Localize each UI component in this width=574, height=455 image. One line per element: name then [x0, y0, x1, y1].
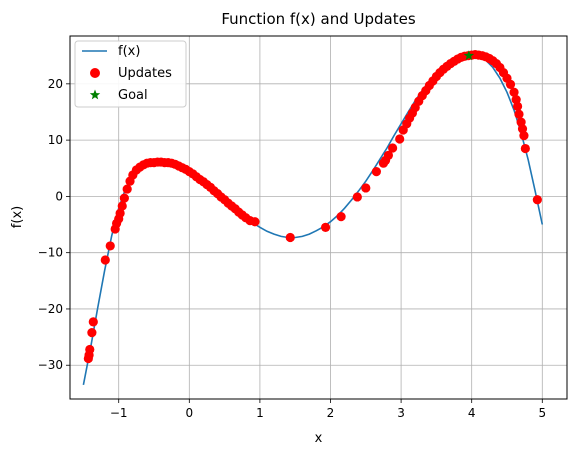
x-tick-label: 5 [538, 406, 546, 420]
plot-area [82, 49, 544, 386]
update-point [383, 150, 393, 160]
x-tick-label: 4 [468, 406, 476, 420]
legend-box [74, 40, 187, 108]
legend-goal-swatch [89, 89, 101, 100]
update-point [87, 327, 97, 338]
y-tick-label: −20 [38, 302, 63, 316]
chart-title: Function f(x) and Updates [221, 10, 416, 28]
update-point [320, 222, 331, 232]
update-point [371, 167, 381, 177]
update-point [117, 201, 127, 211]
update-point [361, 183, 371, 193]
x-tick-label: 0 [185, 406, 193, 420]
update-point [119, 193, 129, 203]
update-point [352, 192, 362, 202]
legend: f(x) Updates Goal [74, 40, 187, 108]
update-point [512, 101, 523, 111]
legend-label-goal: Goal [118, 88, 148, 103]
update-point [88, 317, 98, 327]
grid [70, 36, 567, 399]
update-point [250, 217, 260, 227]
y-axis-label: f(x) [10, 206, 25, 228]
update-point [336, 212, 346, 222]
update-point [514, 109, 524, 119]
legend-label-updates: Updates [118, 66, 172, 81]
x-tick-label: 1 [256, 406, 264, 420]
y-tick-label: 0 [55, 189, 63, 203]
update-point [285, 232, 295, 243]
update-point [85, 344, 95, 355]
update-point [100, 255, 110, 265]
y-tick-label: −10 [38, 246, 63, 260]
legend-label-fx: f(x) [118, 44, 140, 59]
update-point [532, 195, 542, 205]
x-tick-label: −1 [110, 406, 128, 420]
update-point [509, 87, 519, 97]
axes-frame [69, 35, 568, 400]
goal-point [463, 50, 475, 61]
update-point [519, 131, 529, 141]
update-point [388, 143, 398, 153]
y-tick-label: 10 [48, 133, 63, 147]
legend-updates-swatch [90, 68, 100, 78]
x-axis-label: x [315, 431, 323, 446]
update-point [395, 134, 405, 144]
y-tick-label: −30 [38, 358, 63, 372]
update-point [520, 143, 530, 154]
update-point [105, 241, 115, 251]
y-tick-label: 20 [48, 77, 63, 91]
update-point [115, 208, 125, 218]
x-tick-label: 2 [327, 406, 335, 420]
x-tick-label: 3 [397, 406, 405, 420]
update-point [505, 79, 516, 89]
update-point [122, 184, 132, 194]
